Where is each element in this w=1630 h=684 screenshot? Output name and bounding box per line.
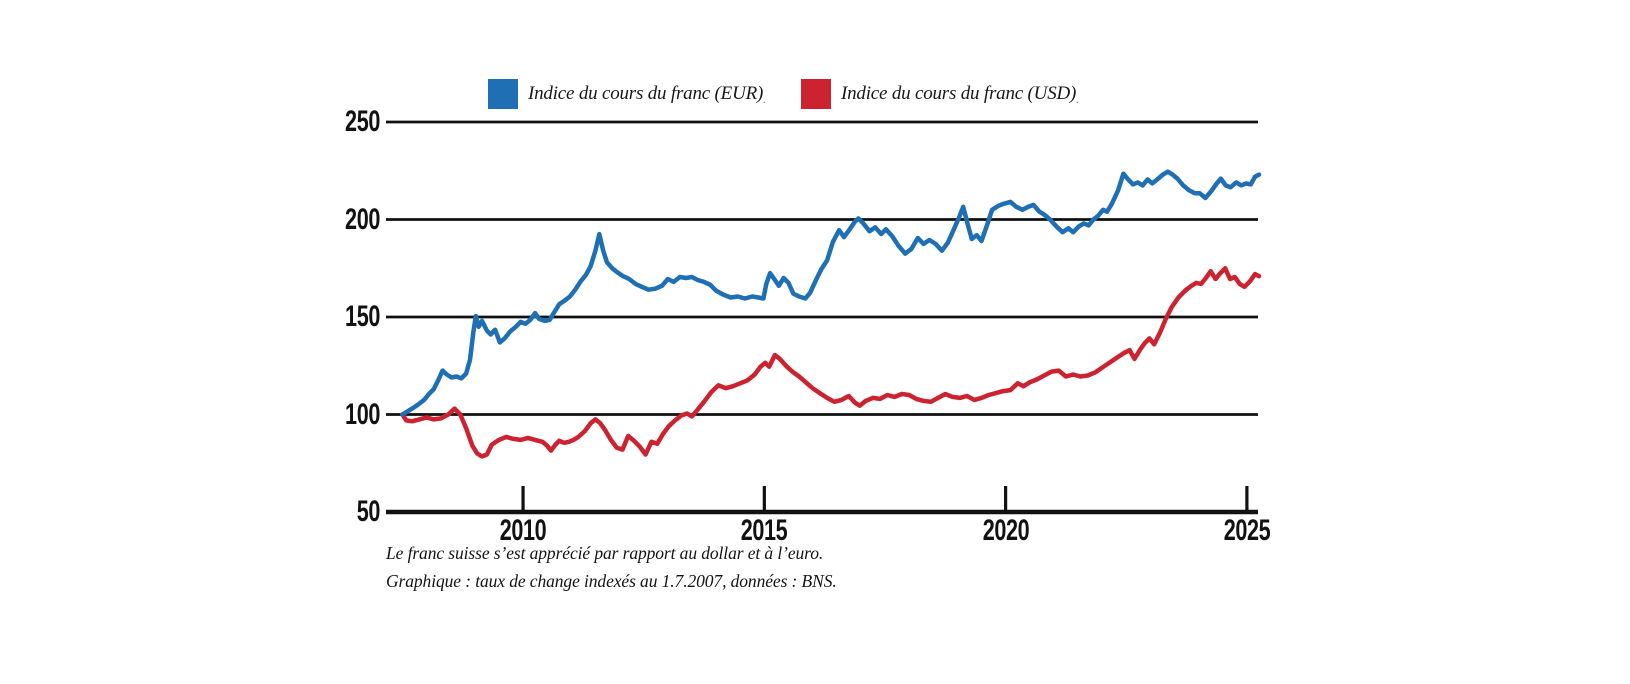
legend-label-usd-text: Indice du cours du franc (USD) [841, 83, 1077, 104]
y-tick-label: 150 [345, 300, 380, 333]
caption-line-1: Le franc suisse s’est apprécié par rappo… [386, 543, 824, 563]
x-tick-label: 2015 [741, 514, 788, 547]
y-tick-label: 250 [345, 105, 380, 138]
legend-footnote-mark: . [1076, 94, 1079, 106]
legend-label-eur: Indice du cours du franc (EUR). [528, 79, 766, 111]
caption-line-2: Graphique : taux de change indexés au 1.… [386, 571, 837, 591]
legend-label-usd: Indice du cours du franc (USD). [841, 79, 1079, 111]
eur-line [400, 169, 1262, 417]
x-tick-label: 2020 [982, 514, 1029, 547]
usd-series-swatch-icon [801, 79, 831, 109]
y-tick-label: 50 [356, 495, 381, 528]
x-tick-label: 2010 [499, 514, 547, 547]
y-tick-label: 200 [345, 202, 380, 236]
legend-label-eur-text: Indice du cours du franc (EUR) [528, 83, 764, 104]
legend-footnote-mark: . [763, 94, 766, 106]
usd-line [400, 266, 1262, 459]
x-tick-label: 2025 [1223, 514, 1271, 547]
eur-series-swatch-icon [488, 79, 518, 109]
y-tick-label: 100 [345, 397, 380, 431]
